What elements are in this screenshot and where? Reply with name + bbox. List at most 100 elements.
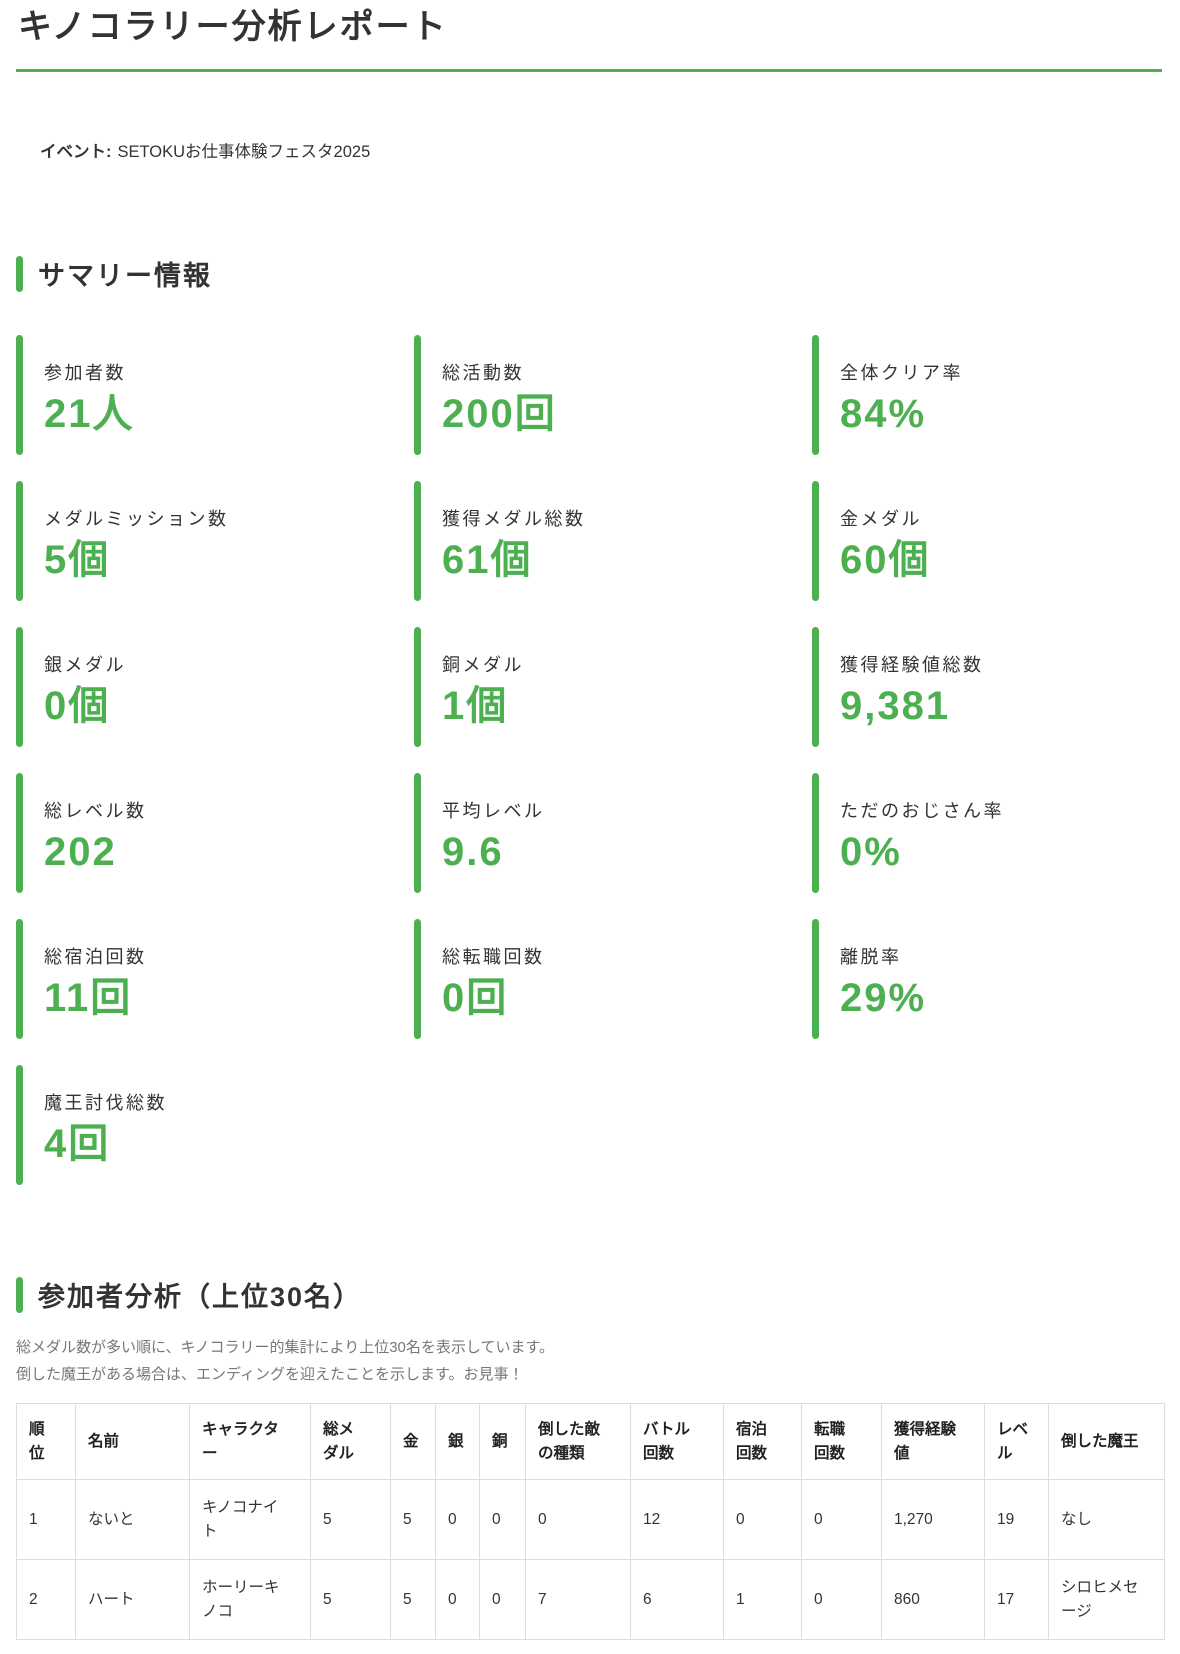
card-accent-bar — [16, 1065, 23, 1186]
table-cell: 860 — [881, 1559, 985, 1641]
participants-description: 総メダル数が多い順に、キノコラリー的集計により上位30名を表示しています。 倒し… — [16, 1334, 1162, 1388]
table-cell: 1 — [723, 1559, 802, 1641]
stat-card-label: 総活動数 — [442, 363, 524, 384]
card-accent-bar — [414, 627, 421, 748]
stat-card-value: 0% — [840, 830, 902, 875]
card-accent-bar — [812, 773, 819, 894]
stat-card-label: メダルミッション数 — [44, 509, 229, 530]
table-cell: 0 — [435, 1559, 480, 1641]
table-cell: ホーリーキ ノコ — [189, 1559, 311, 1641]
stat-card-label: 銅メダル — [442, 655, 524, 676]
stat-card-value: 11回 — [44, 976, 133, 1021]
stat-card: 総宿泊回数 11回 — [16, 919, 366, 1040]
table-cell: ないと — [75, 1479, 190, 1561]
table-cell: 5 — [390, 1559, 436, 1641]
card-accent-bar — [16, 919, 23, 1040]
summary-section-header: サマリー情報 — [16, 254, 1162, 293]
description-line: 倒した魔王がある場合は、エンディングを迎えたことを示します。お見事！ — [16, 1366, 524, 1384]
event-label: イベント: — [40, 143, 112, 162]
table-row: 1 ないと キノコナイ ト 5 5 0 0 0 12 0 0 1,270 19 なし — [16, 1479, 1165, 1561]
table-cell: 19 — [984, 1479, 1049, 1561]
stat-card-value: 1個 — [442, 684, 509, 729]
event-value: SETOKUお仕事体験フェスタ2025 — [117, 143, 371, 162]
stat-card: 銀メダル 0個 — [16, 627, 366, 748]
column-header: 金 — [390, 1403, 436, 1481]
stat-card-value: 29% — [840, 976, 927, 1021]
table-cell: 1,270 — [881, 1479, 985, 1561]
table-cell: シロヒメセ ージ — [1048, 1559, 1165, 1641]
stat-card-value: 200回 — [442, 392, 557, 437]
table-cell: 0 — [801, 1479, 882, 1561]
table-cell: 1 — [16, 1479, 76, 1561]
card-accent-bar — [812, 335, 819, 456]
column-header: 名前 — [75, 1403, 190, 1481]
table-cell: 6 — [630, 1559, 724, 1641]
stat-card: 金メダル 60個 — [812, 481, 1162, 602]
stat-card-label: 総レベル数 — [44, 801, 147, 822]
table-cell: ハート — [75, 1559, 190, 1641]
stat-card-value: 0回 — [442, 976, 509, 1021]
card-accent-bar — [414, 919, 421, 1040]
table-cell: 0 — [479, 1559, 526, 1641]
description-line: 総メダル数が多い順に、キノコラリー的集計により上位30名を表示しています。 — [16, 1339, 554, 1357]
event-line: イベント: SETOKUお仕事体験フェスタ2025 — [40, 138, 1162, 162]
participants-section-heading: 参加者分析（上位30名） — [38, 1282, 363, 1313]
column-header: レベ ル — [984, 1403, 1049, 1481]
column-header: 宿泊 回数 — [723, 1403, 802, 1481]
column-header: バトル 回数 — [630, 1403, 724, 1481]
participants-section-header: 参加者分析（上位30名） — [16, 1275, 1162, 1314]
stat-card-value: 202 — [44, 830, 117, 875]
column-header: 転職 回数 — [801, 1403, 882, 1481]
section-accent-bar — [16, 255, 23, 292]
stat-card: 全体クリア率 84% — [812, 335, 1162, 456]
stat-card-label: 金メダル — [840, 509, 922, 530]
stat-card-value: 5個 — [44, 538, 111, 583]
stat-card-label: 銀メダル — [44, 655, 126, 676]
stat-card: 銅メダル 1個 — [414, 627, 764, 748]
table-header-row: 順 位名前 キャラクタ ー総メ ダル金銀銅倒した敵 の種類 バトル 回数 宿泊 回数転… — [16, 1403, 1165, 1481]
column-header: 順 位 — [16, 1403, 76, 1481]
stat-card-value: 9,381 — [840, 684, 951, 729]
card-accent-bar — [414, 335, 421, 456]
stat-card-label: 魔王討伐総数 — [44, 1093, 167, 1114]
card-accent-bar — [16, 481, 23, 602]
stat-card-label: 平均レベル — [442, 801, 545, 822]
stat-card-label: 獲得メダル総数 — [442, 509, 586, 530]
stat-card: 総転職回数 0回 — [414, 919, 764, 1040]
table-cell: 7 — [525, 1559, 631, 1641]
table-cell: 0 — [525, 1479, 631, 1561]
column-header: 銅 — [479, 1403, 526, 1481]
column-header: 銀 — [435, 1403, 480, 1481]
stat-card: 総レベル数 202 — [16, 773, 366, 894]
summary-cards-grid: 参加者数 21人 総活動数 200回 全体クリア率 84% メダルミッション数 5個 獲得メダル… — [16, 335, 1162, 1186]
column-header: 倒した敵 の種類 — [525, 1403, 631, 1481]
column-header: 倒した魔王 — [1048, 1403, 1165, 1481]
table-cell: 5 — [390, 1479, 436, 1561]
table-cell: 0 — [801, 1559, 882, 1641]
stat-card-value: 61個 — [442, 538, 533, 583]
stat-card: 総活動数 200回 — [414, 335, 764, 456]
report-page: キノコラリー分析レポート イベント: SETOKUお仕事体験フェスタ2025 サマ… — [16, 8, 1165, 1641]
stat-card-label: 総転職回数 — [442, 947, 545, 968]
card-accent-bar — [414, 773, 421, 894]
table-cell: 0 — [435, 1479, 480, 1561]
page-title: キノコラリー分析レポート — [18, 8, 448, 46]
table-cell: 17 — [984, 1559, 1049, 1641]
stat-card: 離脱率 29% — [812, 919, 1162, 1040]
stat-card-value: 0個 — [44, 684, 111, 729]
table-cell: 2 — [16, 1559, 76, 1641]
card-accent-bar — [16, 627, 23, 748]
stat-card-value: 9.6 — [442, 830, 504, 875]
card-accent-bar — [16, 773, 23, 894]
column-header: 総メ ダル — [310, 1403, 391, 1481]
card-accent-bar — [812, 481, 819, 602]
column-header: キャラクタ ー — [189, 1403, 311, 1481]
stat-card: メダルミッション数 5個 — [16, 481, 366, 602]
table-cell: キノコナイ ト — [189, 1479, 311, 1561]
stat-card-value: 4回 — [44, 1122, 111, 1167]
stat-card: 獲得メダル総数 61個 — [414, 481, 764, 602]
card-accent-bar — [16, 335, 23, 456]
table-cell: 5 — [310, 1479, 391, 1561]
title-underline — [16, 69, 1162, 73]
stat-card: 平均レベル 9.6 — [414, 773, 764, 894]
